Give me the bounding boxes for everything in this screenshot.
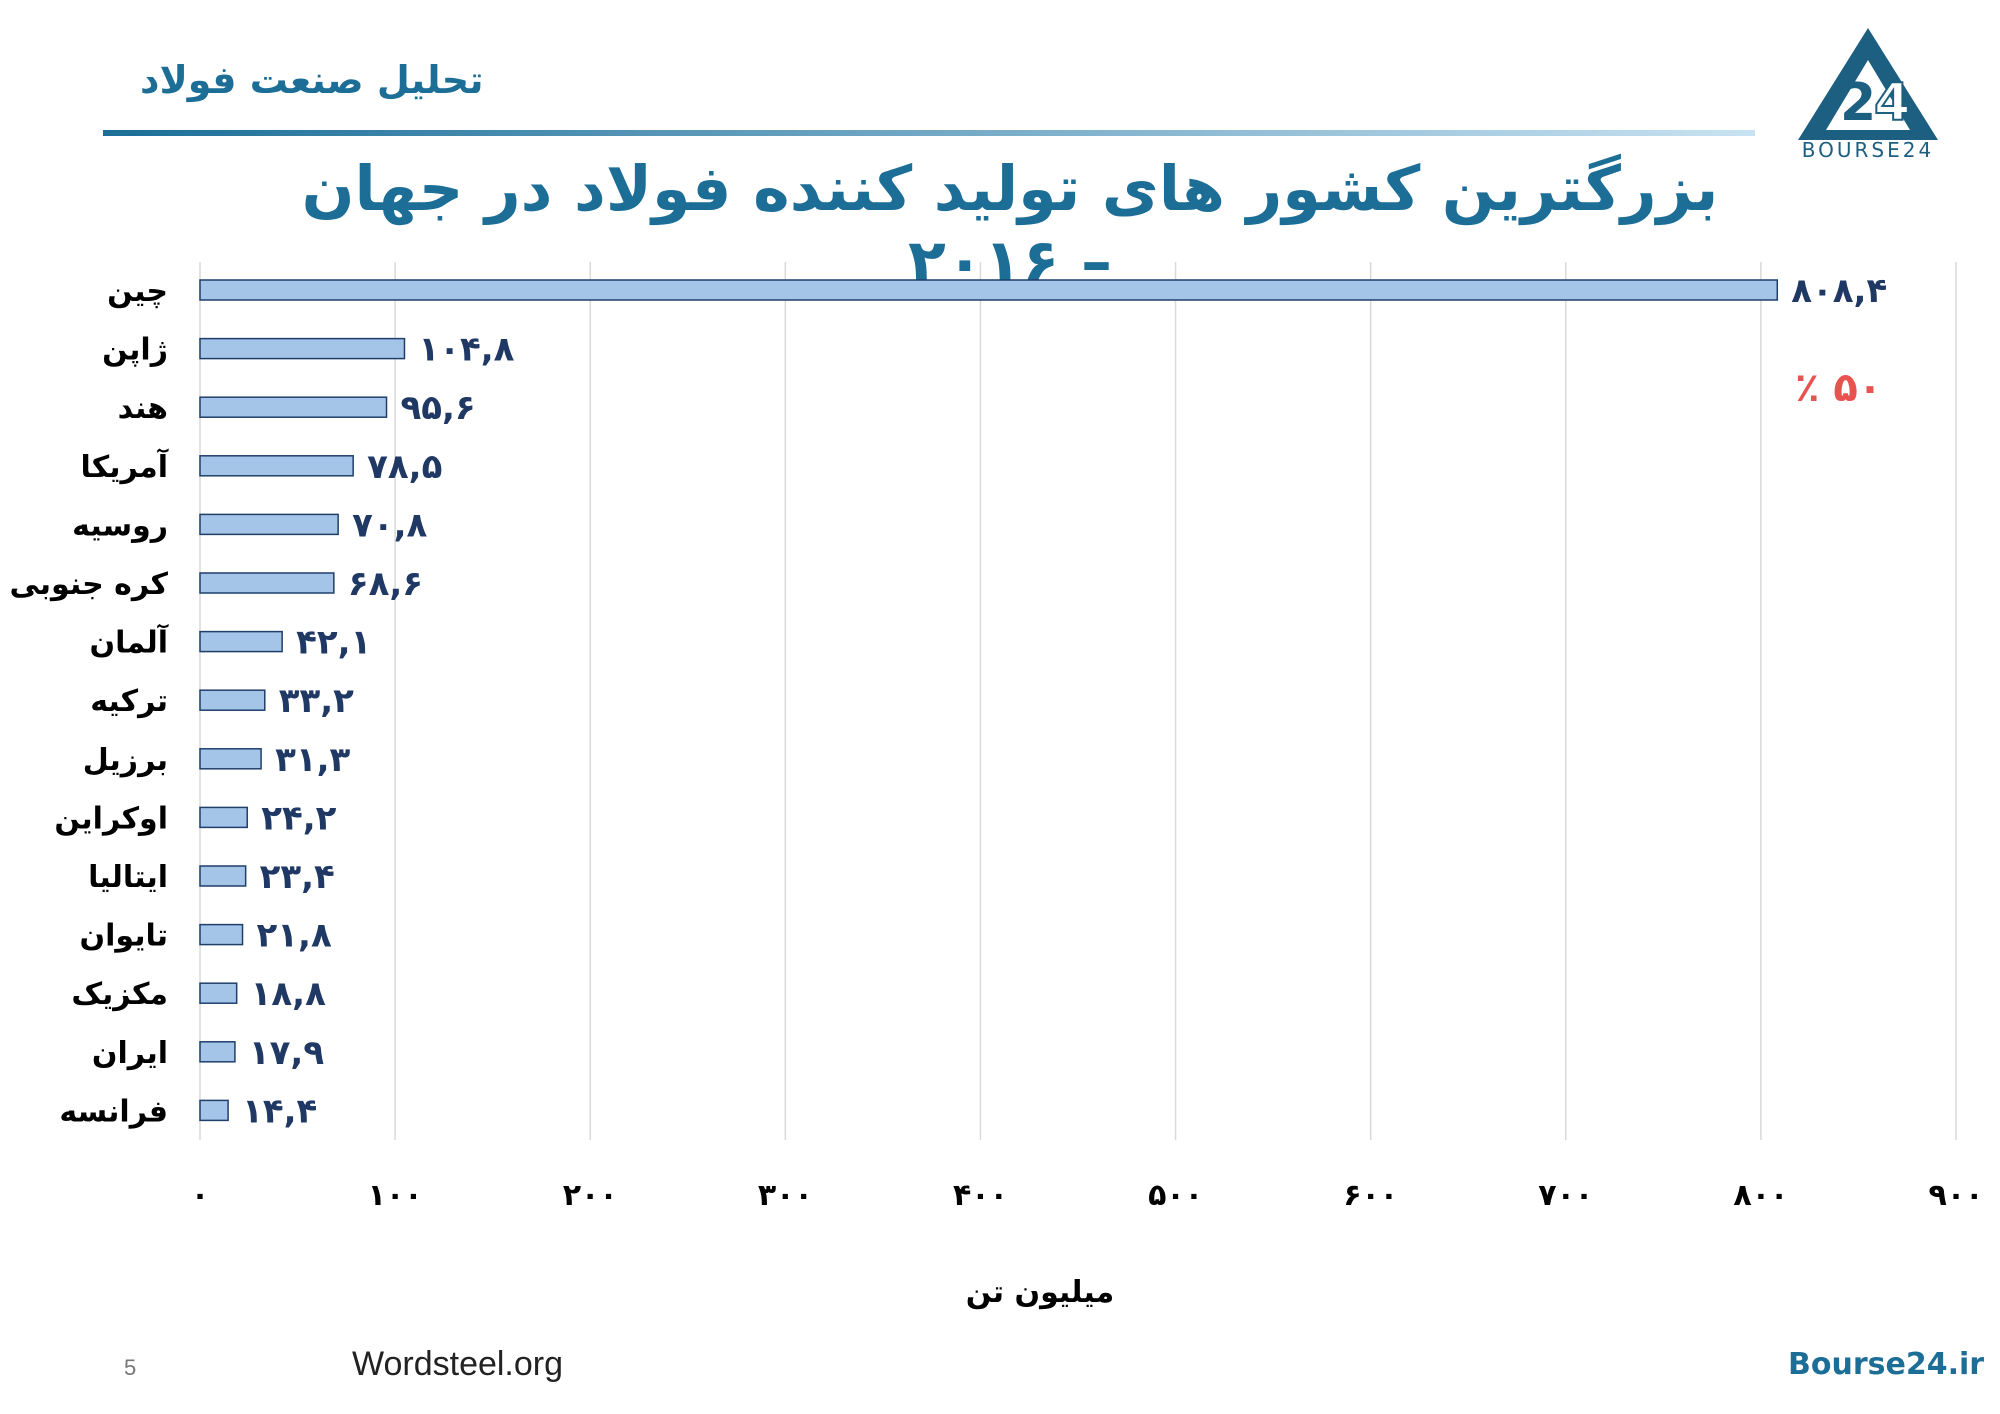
category-label: روسیه <box>72 508 168 543</box>
value-label: ۳۳,۲ <box>279 681 354 721</box>
value-label: ۱۴,۴ <box>242 1091 317 1131</box>
category-label: هند <box>118 391 168 426</box>
section-title: تحلیل صنعت فولاد <box>140 58 484 102</box>
x-tick-label: ۳۰۰ <box>758 1178 813 1213</box>
category-label: آمریکا <box>81 448 169 485</box>
x-tick-label: ۹۰۰ <box>1929 1178 1984 1213</box>
site-link[interactable]: Bourse24.ir <box>1788 1347 1985 1382</box>
header-divider <box>103 130 1755 136</box>
bar <box>199 865 247 887</box>
category-label: ایران <box>92 1036 168 1071</box>
value-label: ۴۲,۱ <box>296 623 371 663</box>
share-annotation: ٪ ۵۰ <box>1795 365 1883 411</box>
svg-text:2: 2 <box>1840 73 1876 133</box>
x-tick-label: ۶۰۰ <box>1343 1178 1398 1213</box>
category-label: آلمان <box>89 624 168 661</box>
value-label: ۷۸,۵ <box>367 447 442 487</box>
value-label: ۳۱,۳ <box>275 740 350 780</box>
value-label: ۲۱,۸ <box>257 916 332 956</box>
category-label: مکزیک <box>71 977 168 1012</box>
category-label: تایوان <box>80 919 169 954</box>
x-tick-label: ۴۰۰ <box>953 1178 1008 1213</box>
x-tick-label: ۷۰۰ <box>1538 1178 1593 1213</box>
x-axis-label: میلیون تن <box>965 1275 1115 1310</box>
bar <box>199 1041 236 1063</box>
bar <box>199 806 248 829</box>
category-label: چین <box>107 274 168 309</box>
bar <box>199 513 339 536</box>
page-number: 5 <box>124 1355 137 1380</box>
x-tick-label: ۸۰۰ <box>1733 1178 1788 1213</box>
bar <box>199 982 238 1004</box>
chart-title: بزرگترین کشور های تولید کننده فولاد در ج… <box>301 152 1719 298</box>
source-text: Wordsteel.org <box>352 1345 564 1383</box>
value-label: ۹۵,۶ <box>401 388 476 428</box>
bourse24-logo: 2 4 <box>1798 28 1938 140</box>
category-label: ایتالیا <box>88 860 168 895</box>
category-label: ترکیه <box>90 684 168 719</box>
x-tick-label: ۰ <box>191 1178 209 1213</box>
value-label: ۸۰۸,۴ <box>1791 271 1887 311</box>
bar <box>199 572 335 594</box>
category-label: کره جنوبی <box>9 567 168 602</box>
bar <box>199 923 244 946</box>
value-label: ۱۰۴,۸ <box>418 330 514 370</box>
bar <box>199 279 1779 301</box>
bar <box>199 1099 229 1122</box>
bar <box>199 689 266 711</box>
value-label: ۱۸,۸ <box>251 974 326 1014</box>
x-tick-label: ۱۰۰ <box>368 1178 423 1213</box>
value-label: ۲۴,۲ <box>261 798 336 838</box>
bar <box>199 337 406 360</box>
value-label: ۲۳,۴ <box>260 857 335 897</box>
category-label: برزیل <box>83 743 168 778</box>
bar <box>199 455 354 477</box>
value-label: ۶۸,۶ <box>348 564 423 604</box>
category-label: ژاپن <box>102 333 168 368</box>
logo-text: BOURSE24 <box>1801 138 1935 162</box>
svg-text:4: 4 <box>1874 73 1910 133</box>
x-tick-label: ۵۰۰ <box>1148 1178 1203 1213</box>
bar <box>199 748 262 770</box>
x-tick-label: ۲۰۰ <box>563 1178 618 1213</box>
value-label: ۱۷,۹ <box>249 1033 324 1073</box>
category-label: فرانسه <box>59 1094 168 1129</box>
category-label: اوکراین <box>54 801 168 836</box>
bar <box>199 396 388 418</box>
bar <box>199 630 283 653</box>
value-label: ۷۰,۸ <box>352 505 427 545</box>
